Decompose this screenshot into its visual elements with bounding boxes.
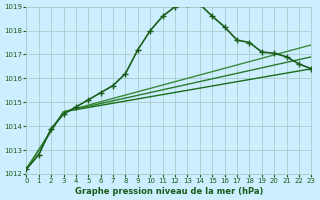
X-axis label: Graphe pression niveau de la mer (hPa): Graphe pression niveau de la mer (hPa) [75, 187, 263, 196]
